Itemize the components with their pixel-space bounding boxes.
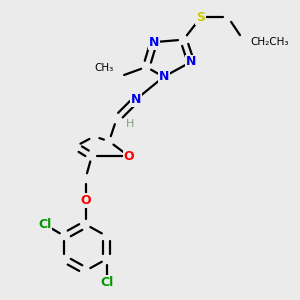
Text: H: H: [126, 119, 134, 129]
Text: O: O: [124, 150, 134, 163]
Text: N: N: [158, 70, 169, 83]
Text: CH₃: CH₃: [95, 63, 114, 73]
Text: S: S: [196, 11, 205, 24]
Text: Cl: Cl: [100, 276, 113, 289]
Text: CH₂CH₃: CH₂CH₃: [250, 37, 289, 47]
Text: N: N: [148, 36, 159, 49]
Text: N: N: [131, 93, 142, 106]
Text: O: O: [80, 194, 91, 207]
Text: N: N: [186, 56, 196, 68]
Text: Cl: Cl: [38, 218, 51, 231]
